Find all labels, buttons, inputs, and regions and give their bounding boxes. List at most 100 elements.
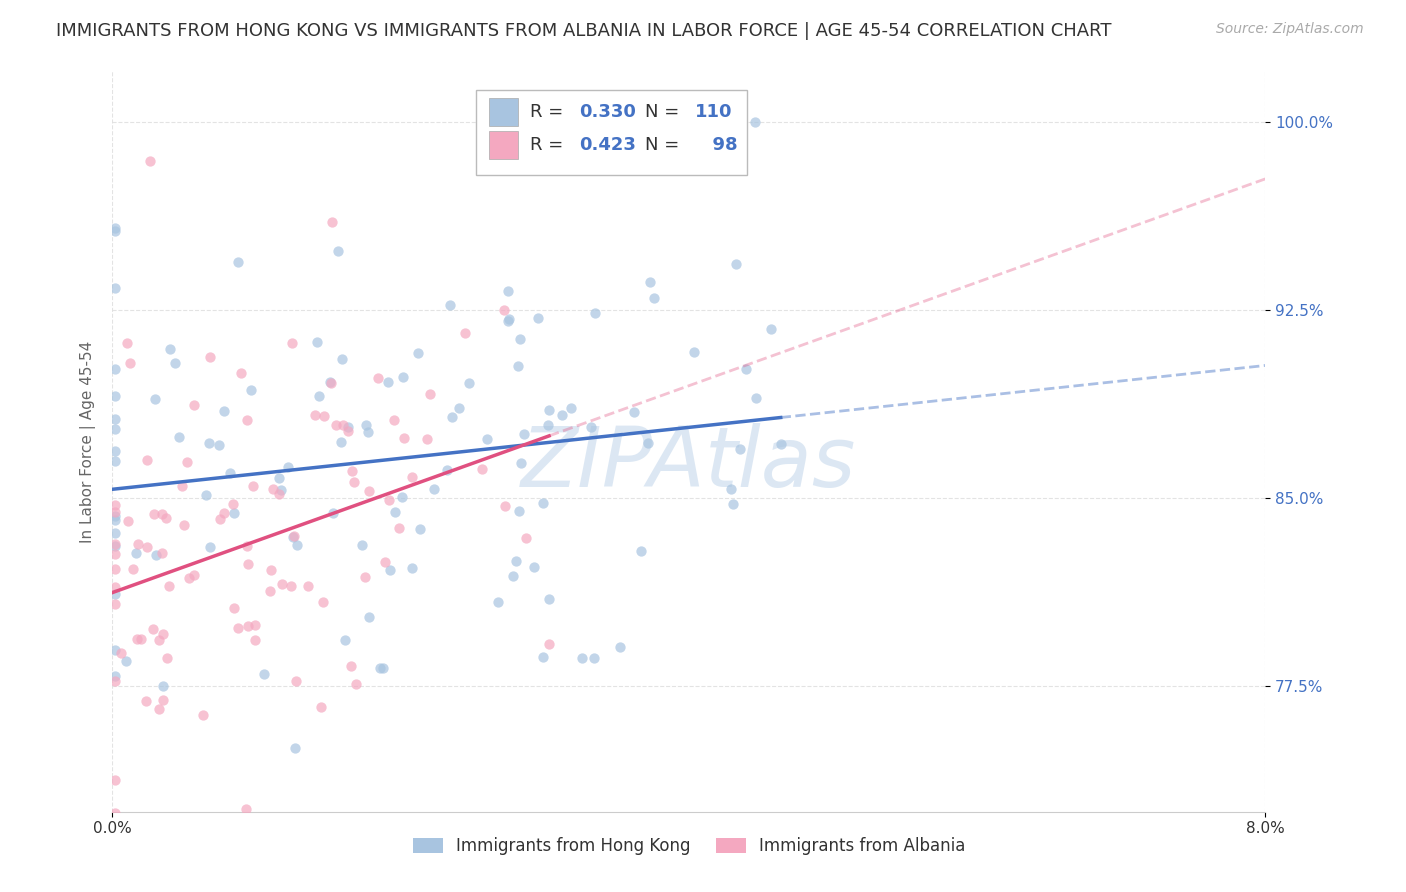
- Text: ZIPAtlas: ZIPAtlas: [522, 423, 856, 504]
- Point: [122, 562, 145, 576]
- Point: [165, 356, 187, 370]
- Point: [104, 412, 127, 426]
- Point: [352, 538, 374, 552]
- Point: [475, 432, 498, 446]
- Point: [285, 673, 308, 688]
- Point: [401, 470, 423, 484]
- Point: [312, 409, 335, 423]
- Text: R =: R =: [530, 136, 569, 154]
- Point: [498, 285, 520, 299]
- Point: [176, 455, 198, 469]
- Point: [340, 465, 363, 479]
- Point: [337, 420, 360, 434]
- Point: [104, 598, 127, 612]
- Point: [307, 334, 329, 349]
- Point: [471, 462, 494, 476]
- Point: [735, 362, 758, 376]
- Point: [104, 389, 127, 403]
- Point: [236, 539, 259, 553]
- Point: [312, 595, 335, 609]
- Point: [136, 540, 159, 554]
- Point: [720, 482, 742, 496]
- Point: [638, 275, 661, 289]
- Point: [245, 633, 267, 648]
- Point: [118, 356, 141, 370]
- Point: [354, 417, 377, 432]
- Point: [104, 547, 127, 561]
- Point: [240, 383, 263, 397]
- Point: [104, 504, 127, 518]
- Point: [374, 555, 396, 569]
- Point: [150, 507, 173, 521]
- Point: [441, 409, 464, 424]
- Point: [148, 702, 170, 716]
- Point: [391, 490, 413, 504]
- Point: [117, 515, 139, 529]
- Point: [129, 632, 152, 646]
- Point: [270, 576, 292, 591]
- Point: [337, 425, 360, 439]
- Point: [377, 375, 399, 389]
- Point: [245, 617, 267, 632]
- Point: [280, 579, 302, 593]
- Point: [285, 538, 308, 552]
- Point: [423, 482, 446, 496]
- Point: [115, 336, 138, 351]
- Point: [124, 546, 146, 560]
- Point: [155, 511, 177, 525]
- Point: [270, 483, 292, 498]
- Point: [104, 669, 127, 683]
- Point: [183, 398, 205, 412]
- Point: [538, 637, 561, 651]
- Point: [330, 352, 353, 367]
- Point: [637, 436, 659, 450]
- Point: [326, 244, 349, 258]
- Point: [198, 350, 221, 364]
- Point: [104, 422, 127, 436]
- Point: [125, 632, 148, 646]
- Point: [236, 557, 259, 571]
- Point: [214, 507, 236, 521]
- Point: [267, 471, 290, 485]
- Point: [104, 281, 127, 295]
- Legend: Immigrants from Hong Kong, Immigrants from Albania: Immigrants from Hong Kong, Immigrants fr…: [413, 838, 965, 855]
- Text: IMMIGRANTS FROM HONG KONG VS IMMIGRANTS FROM ALBANIA IN LABOR FORCE | AGE 45-54 : IMMIGRANTS FROM HONG KONG VS IMMIGRANTS …: [56, 22, 1112, 40]
- Point: [457, 376, 479, 390]
- Point: [728, 442, 751, 456]
- Point: [745, 391, 768, 405]
- Point: [104, 580, 127, 594]
- Text: N =: N =: [645, 136, 685, 154]
- Point: [240, 817, 263, 831]
- Point: [104, 526, 127, 541]
- Point: [170, 479, 193, 493]
- Point: [623, 405, 645, 419]
- Point: [354, 570, 377, 584]
- Point: [392, 370, 415, 384]
- Point: [104, 224, 127, 238]
- Point: [152, 693, 174, 707]
- Point: [319, 375, 342, 389]
- Point: [560, 401, 582, 416]
- Point: [283, 529, 305, 543]
- Point: [723, 497, 745, 511]
- Point: [498, 313, 520, 327]
- Point: [523, 560, 546, 574]
- Point: [367, 371, 389, 385]
- Point: [571, 651, 593, 665]
- Point: [143, 392, 166, 406]
- Point: [538, 592, 561, 607]
- Point: [388, 521, 411, 535]
- Point: [502, 569, 524, 583]
- Point: [309, 700, 332, 714]
- Point: [281, 335, 304, 350]
- Point: [198, 436, 221, 450]
- Point: [340, 658, 363, 673]
- Point: [769, 437, 792, 451]
- Point: [260, 563, 283, 577]
- Point: [506, 359, 529, 373]
- Point: [104, 772, 127, 787]
- Bar: [489, 98, 519, 126]
- Point: [226, 255, 249, 269]
- Point: [392, 431, 415, 445]
- Point: [218, 467, 240, 481]
